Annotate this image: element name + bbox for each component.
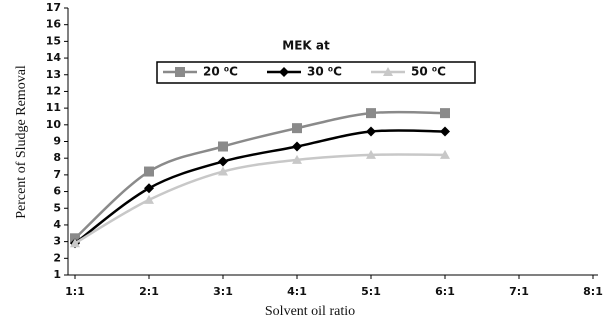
y-tick-label: 7 [53,168,61,181]
marker [218,156,228,167]
y-tick-label: 4 [53,218,61,231]
y-tick-label: 2 [53,251,61,264]
marker [144,194,154,204]
legend-label: 50 ⁰C [411,65,446,79]
marker [70,233,80,244]
marker [440,149,450,159]
marker [70,238,80,248]
marker [144,183,154,194]
series-line [74,129,446,245]
y-tick-label: 14 [46,51,62,64]
marker [366,149,376,159]
legend-label: 30 ⁰C [307,65,342,79]
marker [366,108,376,119]
marker [292,123,302,134]
y-tick-label: 1 [53,268,61,281]
y-axis-label: Percent of Sludge Removal [14,65,29,219]
x-axis-label: Solvent oil ratio [265,304,355,319]
x-tick-label: 7:1 [509,285,529,298]
legend-box [156,61,476,84]
x-tick-label: 3:1 [213,285,233,298]
marker [292,141,302,152]
marker [292,154,302,164]
y-tick-label: 12 [46,84,61,97]
marker [383,67,393,76]
marker [440,108,450,119]
x-tick-label: 8:1 [583,285,603,298]
y-tick-label: 9 [53,135,61,148]
marker [218,166,228,176]
marker [366,126,376,137]
x-tick-label: 1:1 [65,285,85,298]
marker [440,126,450,137]
x-tick-label: 2:1 [139,285,159,298]
legend-label: 20 ⁰C [203,65,238,79]
y-tick-label: 13 [46,68,61,81]
y-tick-label: 10 [46,118,62,131]
legend-title: MEK at [282,39,330,53]
marker [175,67,185,77]
y-tick-label: 11 [46,101,61,114]
y-tick-label: 17 [46,1,61,14]
marker [218,141,228,152]
x-tick-label: 6:1 [435,285,455,298]
y-tick-label: 15 [46,34,61,47]
y-tick-label: 5 [53,201,61,214]
x-tick-label: 5:1 [361,285,381,298]
marker [279,67,289,77]
y-tick-label: 8 [53,151,61,164]
series-line [74,153,446,245]
y-tick-label: 6 [53,185,61,198]
marker [144,166,154,177]
y-tick-label: 16 [46,18,62,31]
y-tick-label: 3 [53,235,61,248]
x-tick-label: 4:1 [287,285,307,298]
